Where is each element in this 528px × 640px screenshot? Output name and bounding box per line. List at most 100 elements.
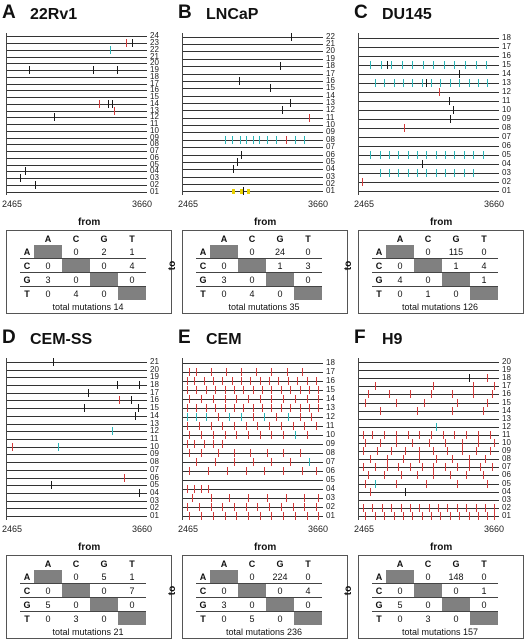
from-label: from xyxy=(430,217,453,228)
mutation-mark xyxy=(194,484,196,493)
mutation-mark xyxy=(224,385,226,394)
mutation-mark xyxy=(486,60,488,69)
mutation-mark xyxy=(53,357,55,366)
matrix-cell: 0 xyxy=(221,288,227,299)
row-label: 02 xyxy=(502,502,511,512)
row-label: 21 xyxy=(150,356,159,366)
mutation-mark xyxy=(395,479,397,488)
row-label: 22 xyxy=(150,44,159,54)
mutation-mark xyxy=(379,406,381,415)
track-line xyxy=(7,469,147,471)
mutation-mark xyxy=(198,502,200,511)
mutation-mark xyxy=(201,430,203,439)
mutation-mark xyxy=(191,493,193,502)
matrix-row-header: A xyxy=(372,570,386,584)
mutation-mark xyxy=(262,385,264,394)
mutation-mark xyxy=(402,78,404,87)
mutation-mark xyxy=(299,448,301,457)
mutation-mark xyxy=(384,511,386,520)
mutation-mark xyxy=(292,502,294,511)
row-label: 03 xyxy=(150,173,159,183)
mutation-mark xyxy=(239,135,241,144)
mutation-mark xyxy=(259,394,261,403)
mutation-mark xyxy=(240,412,242,421)
matrix-row-header: G xyxy=(372,597,386,612)
mutation-mark xyxy=(494,511,496,520)
panel-e: E CEM 01 02 03 04 05 06 07 08 09 10 11 12 13 14 15 16 17 18… xyxy=(167,325,352,640)
mutation-mark xyxy=(398,463,400,472)
mutation-mark xyxy=(421,78,423,87)
matrix-cell: 0 xyxy=(470,570,498,584)
track-line xyxy=(7,103,147,105)
row-label: 06 xyxy=(326,149,335,159)
matrix-cell: 0 xyxy=(397,288,403,299)
track-line xyxy=(183,125,323,127)
mutation-mark xyxy=(290,457,292,466)
mutation-mark xyxy=(231,376,233,385)
track-area xyxy=(182,32,323,196)
mutation-mark xyxy=(452,390,454,399)
axis-start-label: 2465 xyxy=(354,199,375,209)
track-line xyxy=(359,64,499,66)
axis-end-label: 3660 xyxy=(132,524,153,534)
row-label: 11 xyxy=(502,95,511,105)
panel-letter: B xyxy=(178,2,192,23)
mutation-mark xyxy=(416,150,418,159)
matrix-cell: 148 xyxy=(442,570,470,584)
mutation-mark xyxy=(287,412,289,421)
row-label: 06 xyxy=(326,465,335,475)
matrix-cell: 4 xyxy=(118,258,146,273)
matrix-cell: 0 xyxy=(101,613,107,624)
panel-letter: A xyxy=(2,2,16,23)
mutation-mark xyxy=(187,421,189,430)
track-line xyxy=(183,73,323,75)
track-line xyxy=(7,56,147,58)
mutation-mark xyxy=(257,421,259,430)
matrix-cell: 0 xyxy=(442,583,470,598)
mutation-mark xyxy=(294,135,296,144)
matrix-col-header: T xyxy=(305,558,311,569)
mutation-mark xyxy=(266,135,268,144)
matrix-col-header: T xyxy=(305,233,311,244)
matrix-cell: 0 xyxy=(470,245,498,259)
total-mutations: total mutations 157 xyxy=(401,627,479,637)
total-mutations: total mutations 14 xyxy=(52,302,124,312)
mutation-mark xyxy=(367,390,369,399)
mutation-mark xyxy=(365,439,367,448)
mutation-mark xyxy=(433,60,435,69)
matrix-row: T 0 3 0 xyxy=(372,611,498,625)
mutation-mark xyxy=(187,502,189,511)
matrix-col-header: A xyxy=(220,558,228,569)
mutation-mark xyxy=(233,403,235,412)
mutation-mark xyxy=(299,403,301,412)
matrix-col-header: A xyxy=(44,233,52,244)
track-line xyxy=(7,439,147,440)
matrix-cell: 0 xyxy=(453,613,459,624)
matrix-diagonal-cell xyxy=(62,258,90,273)
row-label: 12 xyxy=(326,411,335,421)
mutation-mark xyxy=(198,421,200,430)
matrix-cell: 1 xyxy=(266,258,294,273)
matrix-cell: 1 xyxy=(118,245,146,259)
row-label: 04 xyxy=(502,486,511,496)
track-line xyxy=(7,97,147,99)
matrix-diagonal-cell xyxy=(118,611,146,625)
matrix-cell: 5 xyxy=(249,613,255,624)
mutation-mark xyxy=(215,403,217,412)
matrix-diagonal-cell xyxy=(266,272,294,287)
row-label: 14 xyxy=(150,410,159,420)
row-label: 05 xyxy=(326,156,335,166)
mutation-mark xyxy=(205,385,207,394)
track-line xyxy=(359,172,499,174)
mutation-mark xyxy=(405,447,407,456)
mutation-mark xyxy=(201,394,203,403)
matrix-cell: 24 xyxy=(266,245,294,259)
matrix-row-header: G xyxy=(20,597,34,612)
mutation-mark xyxy=(412,78,414,87)
mutation-mark xyxy=(252,385,254,394)
track-line xyxy=(7,377,147,379)
mutation-mark xyxy=(459,78,461,87)
